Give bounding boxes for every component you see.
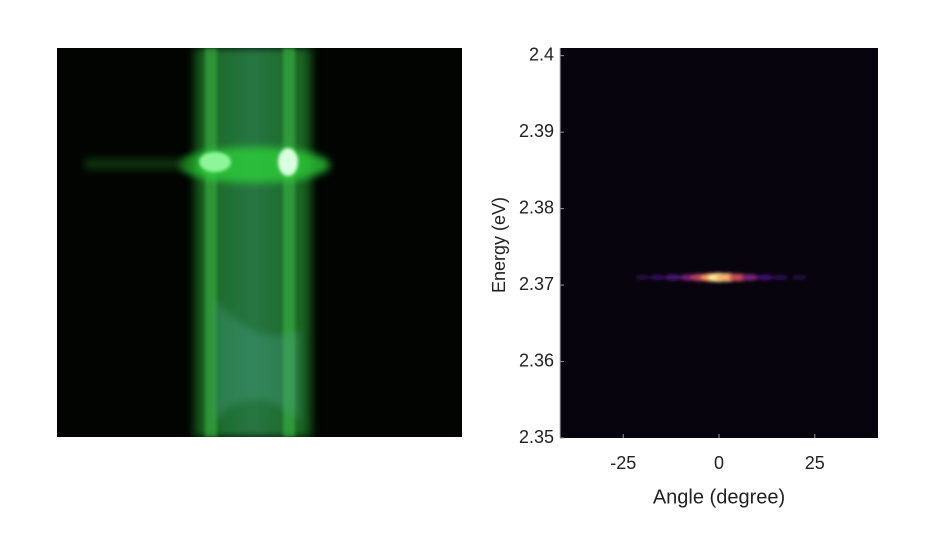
heat-spot — [649, 274, 666, 281]
x-tick-label: -25 — [610, 453, 636, 473]
heatmap — [634, 272, 807, 282]
plot-background — [560, 48, 878, 438]
heat-spot — [756, 274, 773, 281]
heat-spot — [740, 274, 759, 281]
y-tick-label: 2.38 — [519, 197, 554, 217]
microscope-image — [57, 48, 462, 437]
y-tick-label: 2.4 — [529, 44, 554, 64]
heat-spot — [634, 274, 650, 281]
heat-spot — [664, 274, 682, 281]
y-tick-label: 2.37 — [519, 274, 554, 294]
y-tick-label: 2.36 — [519, 350, 554, 370]
heat-spot — [772, 274, 788, 281]
x-axis-label: Angle (degree) — [653, 486, 785, 508]
y-axis-label: Energy (eV) — [489, 197, 509, 293]
x-tick-label: 25 — [805, 453, 825, 473]
heat-spot — [792, 274, 807, 281]
y-tick-label: 2.35 — [519, 427, 554, 447]
x-tick-label: 0 — [714, 453, 724, 473]
y-tick-label: 2.39 — [519, 121, 554, 141]
